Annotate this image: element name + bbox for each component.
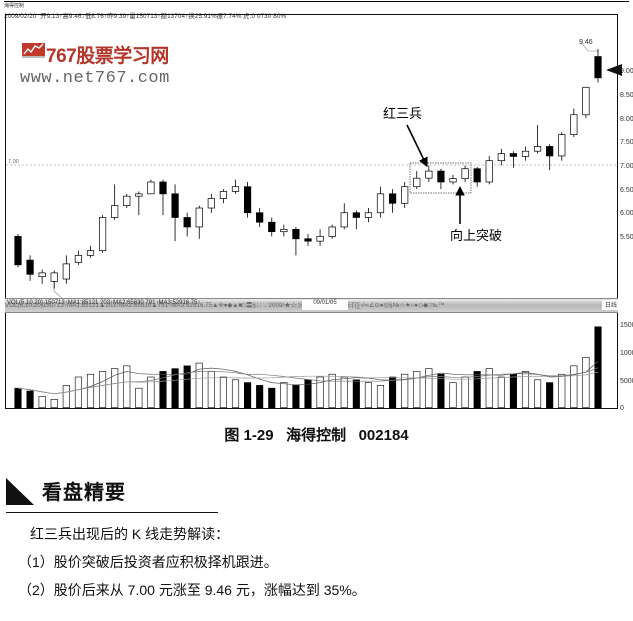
svg-text:0: 0 <box>620 405 624 412</box>
svg-text:150000: 150000 <box>620 322 633 329</box>
svg-text:100000: 100000 <box>620 350 633 357</box>
svg-text:50000: 50000 <box>620 378 633 385</box>
